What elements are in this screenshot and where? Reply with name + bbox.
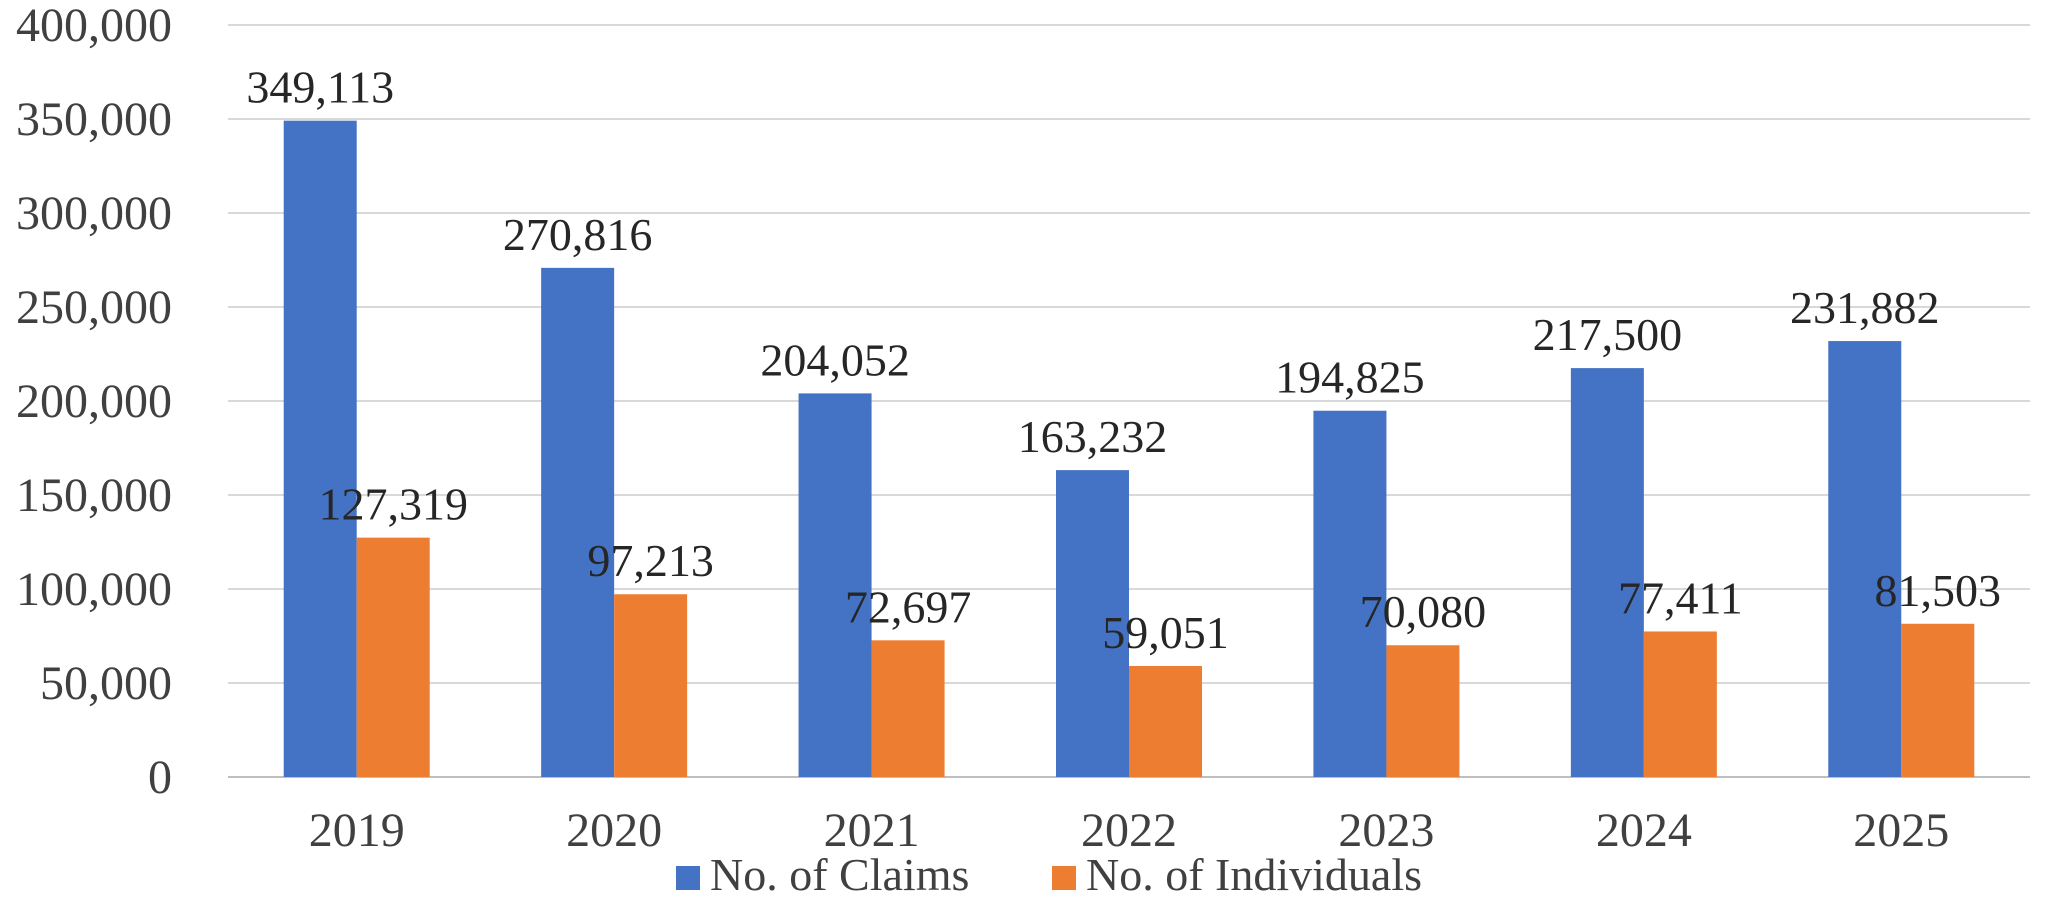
bar-individuals — [356, 537, 430, 777]
data-label-claims: 217,500 — [1533, 309, 1683, 360]
y-tick-label: 400,000 — [16, 0, 172, 52]
bar-individuals — [871, 640, 945, 777]
legend-swatch — [1052, 866, 1076, 890]
bar-individuals — [614, 594, 688, 777]
legend-label: No. of Claims — [710, 849, 969, 900]
x-tick-label: 2022 — [1081, 804, 1177, 857]
bar-individuals — [1901, 623, 1975, 777]
y-tick-label: 150,000 — [16, 469, 172, 522]
legend-swatch — [676, 866, 700, 890]
bar-claims — [541, 267, 615, 777]
x-axis-ticks: 2019 2020 2021 2022 2023 2024 2025 — [309, 804, 1950, 857]
bar-claims — [798, 393, 872, 777]
y-tick-label: 300,000 — [16, 187, 172, 240]
data-label-claims: 231,882 — [1790, 282, 1940, 333]
data-label-individuals: 59,051 — [1102, 607, 1229, 658]
bars — [283, 120, 1975, 778]
bar-claims — [1056, 470, 1129, 777]
legend-item-claims: No. of Claims — [676, 849, 969, 900]
legend-label: No. of Individuals — [1086, 849, 1422, 900]
y-tick-label: 100,000 — [16, 563, 172, 616]
data-label-individuals: 127,319 — [318, 479, 468, 530]
legend-item-individuals: No. of Individuals — [1052, 849, 1422, 900]
x-tick-label: 2024 — [1596, 804, 1692, 857]
data-label-claims: 163,232 — [1018, 411, 1168, 462]
bar-individuals — [1129, 665, 1202, 777]
y-tick-label: 50,000 — [40, 657, 172, 710]
bar-claims — [283, 120, 357, 778]
x-tick-label: 2023 — [1338, 804, 1434, 857]
x-tick-label: 2020 — [566, 804, 662, 857]
legend: No. of Claims No. of Individuals — [676, 849, 1422, 900]
x-tick-label: 2021 — [824, 804, 920, 857]
y-axis-ticks: 0 50,000 100,000 150,000 200,000 250,000 300,0… — [16, 0, 172, 804]
data-label-individuals: 72,697 — [845, 581, 972, 632]
data-label-individuals: 70,080 — [1360, 586, 1487, 637]
bar-claims — [1570, 368, 1644, 777]
bar-individuals — [1386, 645, 1460, 777]
y-tick-label: 0 — [148, 751, 172, 804]
y-tick-label: 200,000 — [16, 375, 172, 428]
x-tick-label: 2025 — [1853, 804, 1949, 857]
x-tick-label: 2019 — [309, 804, 405, 857]
data-labels: 349,113 127,319 270,816 97,213 204,052 72,697… — [246, 62, 2001, 658]
data-label-claims: 194,825 — [1275, 352, 1425, 403]
data-label-claims: 204,052 — [760, 334, 910, 385]
data-label-claims: 270,816 — [503, 209, 653, 260]
data-label-claims: 349,113 — [246, 62, 394, 113]
data-label-individuals: 97,213 — [587, 535, 714, 586]
bar-individuals — [1643, 631, 1717, 777]
data-label-individuals: 77,411 — [1618, 572, 1743, 623]
y-tick-label: 250,000 — [16, 281, 172, 334]
y-tick-label: 350,000 — [16, 93, 172, 146]
bar-claims — [1313, 410, 1387, 777]
bar-claims — [1828, 341, 1902, 777]
data-label-individuals: 81,503 — [1875, 565, 2002, 616]
